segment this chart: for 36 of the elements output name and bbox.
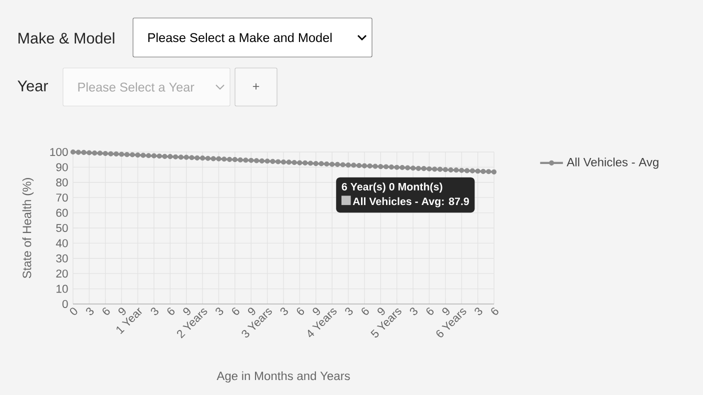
x-tick-label: 3 (474, 308, 482, 316)
y-tick-label: 80 (56, 178, 68, 186)
x-tick-label: 6 (296, 308, 304, 315)
y-tick-label: 30 (56, 254, 68, 262)
y-axis-title: State of Health (%) (22, 178, 34, 278)
x-tick-label: 6 (232, 308, 240, 315)
text: Make & Model (18, 32, 114, 44)
x-tick-label: 3 (216, 308, 224, 316)
x-axis-title: Age in Months and Years (216, 371, 350, 383)
legend-label: All Vehicles - Avg (566, 158, 658, 169)
x-tick-label: 6 (426, 308, 434, 315)
x-tick-label: 0 (70, 308, 78, 315)
text: Please Select a Year (78, 82, 194, 92)
x-tick-label: 3 (410, 308, 418, 316)
x-tick-label: 6 (362, 308, 369, 315)
y-tick-label: 0 (62, 300, 68, 308)
annotation: 6 Year(s) 0 Month(s) (342, 182, 442, 193)
y-tick-label: 90 (56, 163, 68, 172)
text: + (252, 83, 260, 90)
x-tick-label: 3 (345, 308, 353, 316)
y-tick-label: 70 (56, 194, 68, 202)
annotation: All Vehicles - Avg: 87.9 (352, 197, 469, 208)
y-tick-label: 50 (56, 224, 68, 232)
text: Year (18, 80, 48, 92)
text: Please Select a Make and Model (148, 32, 332, 42)
y-tick-label: 40 (56, 239, 68, 248)
x-tick-label: 6 (491, 308, 498, 315)
x-tick-label: 6 (167, 308, 174, 315)
x-tick-label: 3 (280, 308, 288, 316)
x-tick-label: 6 (102, 308, 110, 315)
y-tick-label: 10 (56, 284, 68, 293)
y-tick-label: 60 (56, 208, 68, 217)
x-tick-label: 3 (86, 308, 94, 316)
x-tick-label: 3 (150, 308, 158, 316)
y-tick-label: 20 (56, 270, 68, 278)
y-tick-label: 100 (50, 148, 68, 156)
